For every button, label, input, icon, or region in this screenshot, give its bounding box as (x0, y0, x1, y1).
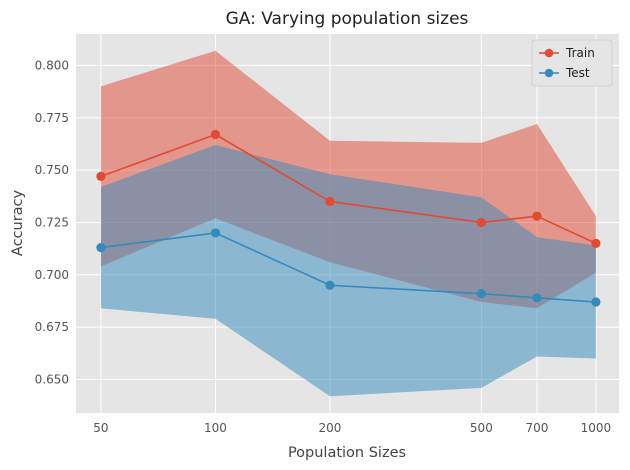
test-line (100, 232, 596, 303)
train-point (476, 217, 486, 228)
test-point (532, 293, 542, 303)
x-tick-label: 500 (470, 421, 493, 435)
legend-test-label: Test (565, 66, 590, 80)
y-tick-labels: 0.650 0.675 0.700 0.725 0.750 0.775 0.800 (35, 58, 69, 386)
chart-title: GA: Varying population sizes (226, 9, 469, 29)
y-tick-label: 0.750 (35, 163, 69, 177)
x-tick-label: 700 (526, 421, 549, 435)
train-point (210, 129, 221, 140)
legend-train-label: Train (565, 46, 595, 60)
legend: Train Test (531, 39, 613, 87)
test-point (96, 242, 106, 253)
test-point (325, 280, 335, 290)
y-tick-label: 0.700 (35, 268, 69, 282)
test-point (210, 228, 221, 238)
series-lines (100, 133, 597, 303)
train-point (591, 238, 601, 248)
x-tick-label: 200 (319, 421, 342, 435)
x-axis-label: Population Sizes (288, 445, 406, 461)
y-tick-label: 0.675 (35, 320, 69, 334)
series-points (96, 129, 601, 307)
x-tick-label: 50 (93, 421, 108, 435)
x-tick-label: 100 (204, 421, 227, 435)
train-point (325, 196, 335, 207)
x-tick-labels: 50 100 200 500 700 1000 (93, 421, 611, 435)
y-axis-label: Accuracy (10, 189, 26, 256)
train-line (100, 133, 597, 245)
y-tick-label: 0.725 (35, 215, 69, 229)
confidence-bands (100, 50, 596, 397)
legend-train-marker (544, 48, 554, 58)
train-point (532, 211, 542, 221)
y-tick-label: 0.775 (35, 111, 69, 125)
train-point (96, 171, 106, 181)
test-point (476, 289, 486, 299)
y-tick-label: 0.650 (35, 372, 69, 386)
test-band (100, 144, 596, 397)
legend-test-marker (544, 68, 554, 78)
y-tick-label: 0.800 (35, 58, 69, 72)
x-tick-label: 1000 (581, 421, 612, 435)
test-point (591, 297, 601, 307)
